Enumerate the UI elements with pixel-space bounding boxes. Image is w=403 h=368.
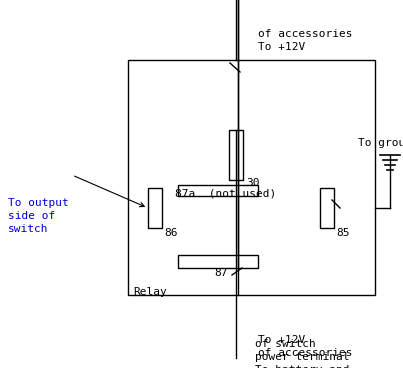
Text: To +12V: To +12V	[258, 335, 305, 345]
Bar	[229, 130, 243, 180]
Text: To output: To output	[8, 198, 69, 208]
Text: side of: side of	[8, 211, 55, 221]
Bar	[320, 188, 334, 228]
Text: switch: switch	[8, 224, 48, 234]
Bar	[128, 60, 375, 295]
Text: To ground: To ground	[358, 138, 403, 148]
Bar	[148, 188, 162, 228]
Text: 30: 30	[246, 178, 260, 188]
Text: 85: 85	[336, 228, 349, 238]
Text: of accessories: of accessories	[258, 29, 353, 39]
Text: of switch: of switch	[255, 339, 316, 349]
Text: 86: 86	[164, 228, 177, 238]
Text: power terminal: power terminal	[255, 352, 349, 362]
Bar	[178, 255, 258, 268]
Text: 87: 87	[214, 268, 228, 278]
Text: To +12V: To +12V	[258, 42, 305, 52]
Text: 87a  (not used): 87a (not used)	[175, 189, 276, 199]
Text: Relay: Relay	[133, 287, 167, 297]
Text: of accessories: of accessories	[258, 348, 353, 358]
Text: To battery and: To battery and	[255, 365, 349, 368]
Bar	[178, 185, 258, 196]
